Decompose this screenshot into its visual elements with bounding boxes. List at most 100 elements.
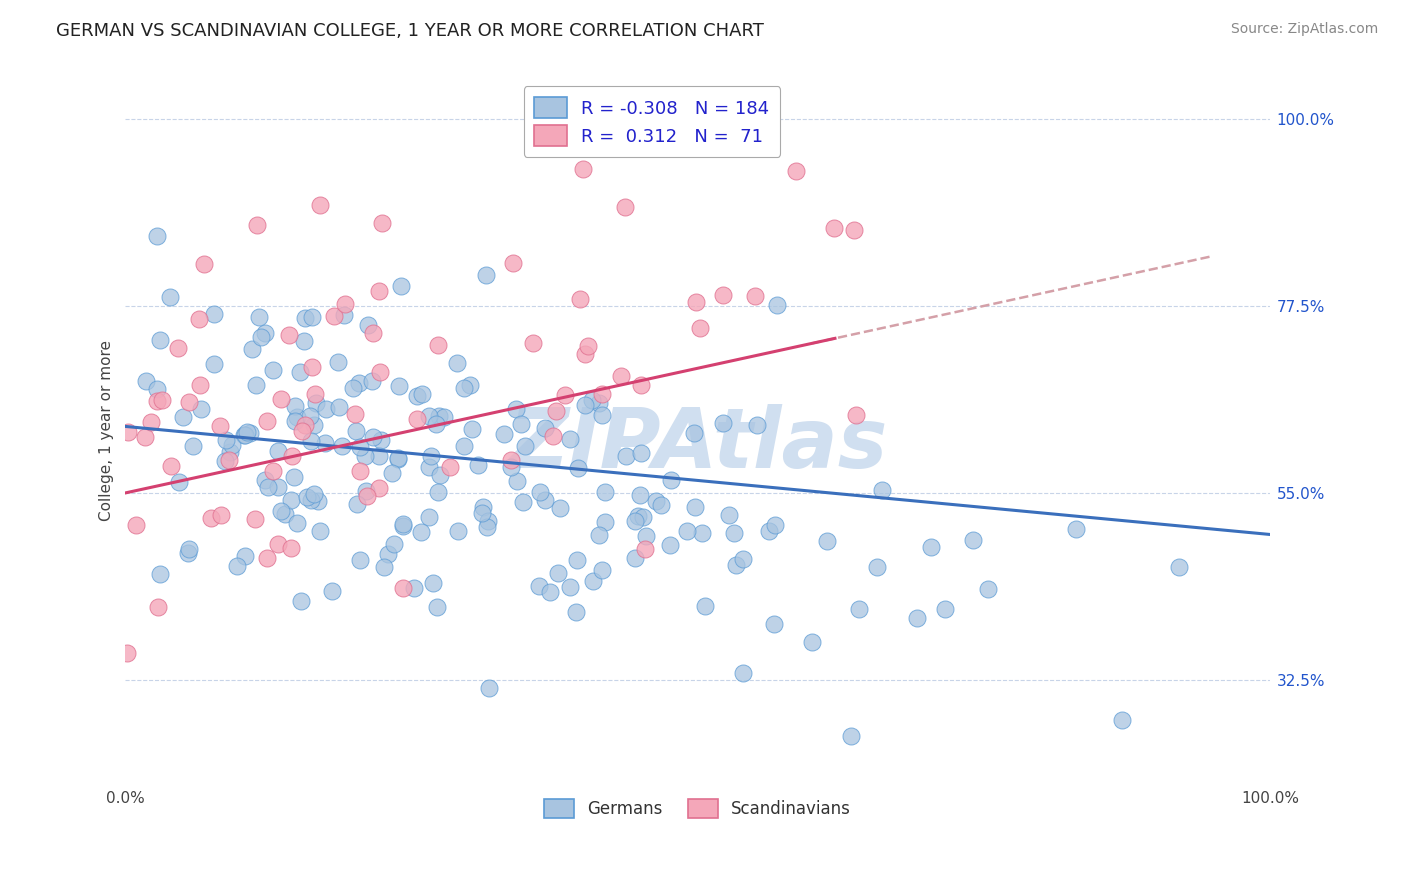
Point [568,293,591,307]
Point [146,599,169,614]
Point [368,365,391,379]
Point [426,599,449,614]
Point [685,295,707,310]
Point [631,510,654,524]
Point [870,483,893,497]
Point [845,408,868,422]
Point [256,550,278,565]
Point [762,617,785,632]
Point [765,298,787,312]
Point [377,547,399,561]
Point [307,494,329,508]
Point [547,566,569,580]
Point [477,514,499,528]
Point [467,458,489,473]
Point [693,599,716,613]
Point [426,338,449,352]
Point [381,466,404,480]
Point [152,392,174,407]
Point [326,355,349,369]
Point [630,446,652,460]
Point [610,369,633,384]
Point [541,429,564,443]
Point [731,551,754,566]
Point [505,401,527,416]
Point [581,393,603,408]
Point [333,308,356,322]
Point [725,558,748,572]
Point [346,496,368,510]
Point [683,500,706,514]
Point [429,467,451,482]
Point [270,504,292,518]
Point [420,449,443,463]
Point [368,450,391,464]
Point [301,310,323,325]
Point [315,401,337,416]
Point [298,409,321,423]
Point [193,257,215,271]
Point [439,459,461,474]
Point [245,377,267,392]
Point [548,500,571,515]
Point [135,374,157,388]
Point [349,441,371,455]
Point [711,416,734,430]
Point [280,493,302,508]
Point [290,425,312,439]
Point [529,485,551,500]
Point [370,433,392,447]
Legend: Germans, Scandinavians: Germans, Scandinavians [537,792,858,825]
Point [544,403,567,417]
Point [274,507,297,521]
Point [302,418,325,433]
Point [406,389,429,403]
Point [763,517,786,532]
Point [117,425,139,439]
Point [187,311,209,326]
Point [389,279,412,293]
Point [304,487,326,501]
Point [281,449,304,463]
Point [574,398,596,412]
Point [538,584,561,599]
Point [262,464,284,478]
Point [239,425,262,440]
Point [149,567,172,582]
Point [304,386,326,401]
Point [347,376,370,390]
Point [676,524,699,539]
Point [433,410,456,425]
Point [1167,559,1189,574]
Point [305,395,328,409]
Point [513,439,536,453]
Point [361,430,384,444]
Point [292,334,315,349]
Point [344,424,367,438]
Point [554,388,576,402]
Point [425,417,447,431]
Point [512,495,534,509]
Point [747,417,769,432]
Point [208,419,231,434]
Point [249,329,271,343]
Point [624,550,647,565]
Point [270,392,292,406]
Point [357,318,380,333]
Point [492,426,515,441]
Point [453,439,475,453]
Point [134,430,156,444]
Point [905,611,928,625]
Point [630,378,652,392]
Point [367,284,389,298]
Point [823,221,845,235]
Point [418,509,440,524]
Point [172,410,194,425]
Point [387,452,409,467]
Point [499,460,522,475]
Point [354,483,377,498]
Point [411,386,433,401]
Point [349,552,371,566]
Point [388,379,411,393]
Point [447,524,470,538]
